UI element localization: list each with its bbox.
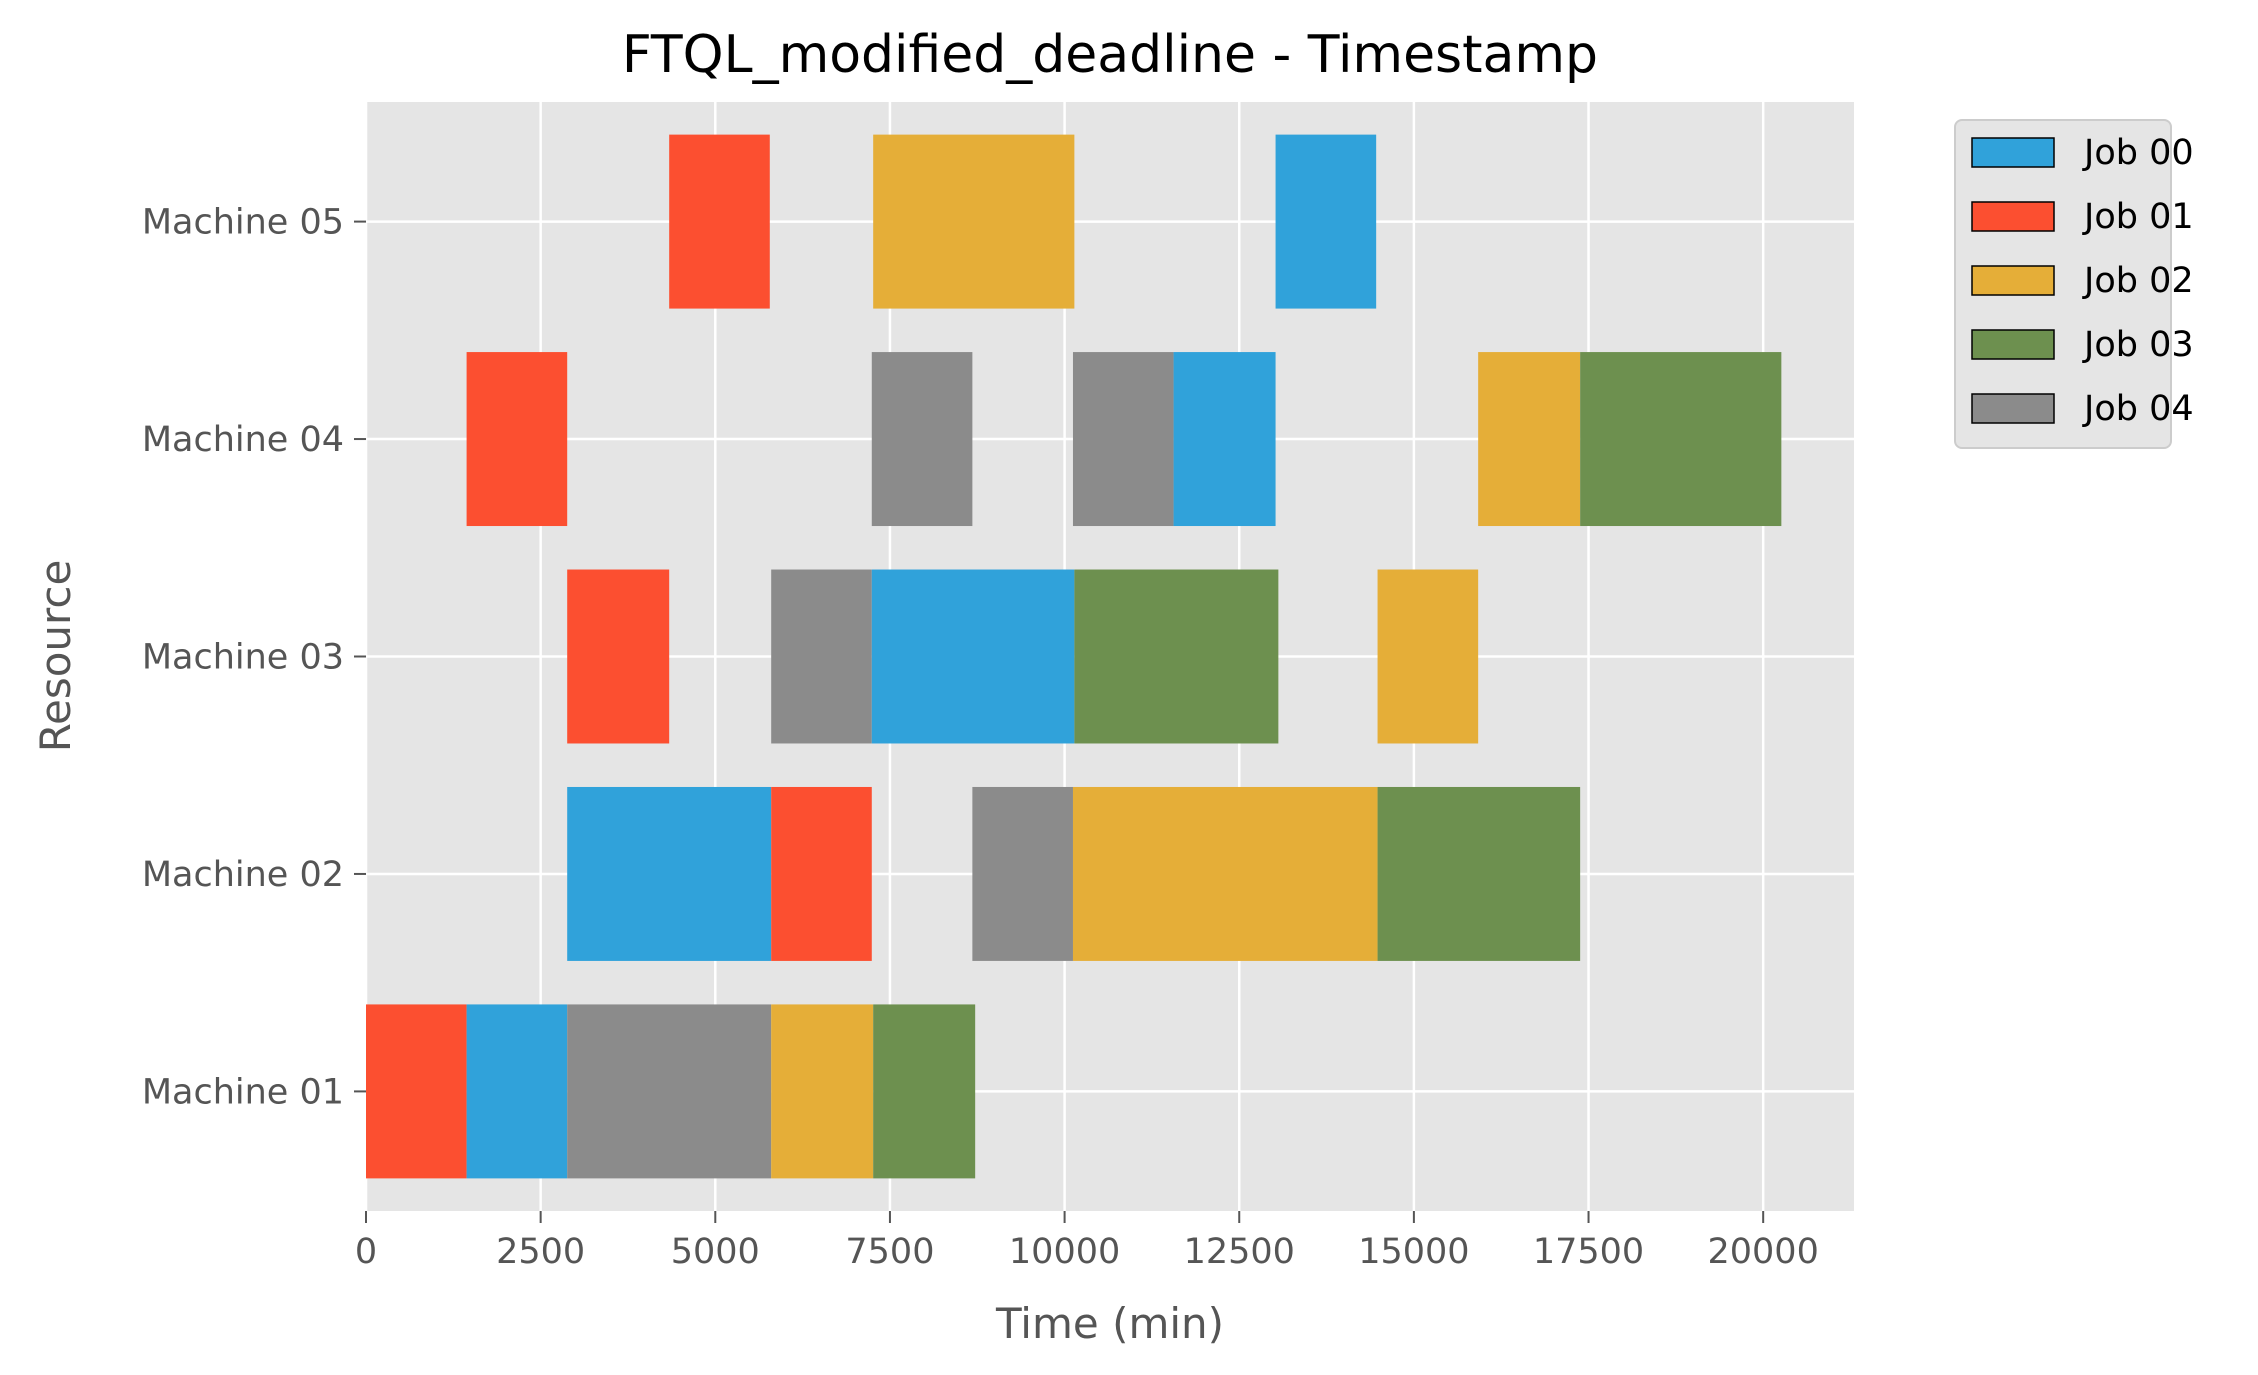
task-bar (1072, 786, 1378, 961)
task-bar (873, 134, 1075, 309)
y-tick-label: Machine 01 (142, 1072, 344, 1112)
task-bar (1377, 569, 1479, 744)
y-tick-label: Machine 02 (142, 855, 344, 895)
x-tick-label: 10000 (1009, 1232, 1120, 1272)
task-bar (567, 786, 772, 961)
y-axis-label: Resource (31, 560, 80, 753)
task-bar (567, 569, 670, 744)
legend-label: Job 02 (2082, 261, 2194, 301)
y-tick-label: Machine 03 (142, 638, 344, 678)
x-tick-label: 12500 (1184, 1232, 1295, 1272)
legend-swatch (1971, 329, 2055, 360)
x-tick-label: 2500 (496, 1232, 585, 1272)
task-bar (466, 1004, 568, 1179)
y-axis-ticks: Machine 01 Machine 02 Machine 03 Machine 04… (142, 203, 366, 1112)
legend-swatch (1971, 137, 2055, 168)
task-bar (1478, 352, 1581, 527)
legend-swatch (1971, 201, 2055, 232)
task-bar (771, 1004, 874, 1179)
task-bar (567, 1004, 772, 1179)
chart-title: FTQL_modified_deadline - Timestamp (622, 25, 1598, 85)
task-bar (1074, 569, 1279, 744)
task-bar (972, 786, 1073, 961)
task-bar (871, 352, 973, 527)
x-tick-label: 20000 (1708, 1232, 1819, 1272)
x-tick-label: 15000 (1358, 1232, 1469, 1272)
x-tick-label: 17500 (1533, 1232, 1644, 1272)
task-bar (1173, 352, 1276, 527)
legend-swatch (1971, 265, 2055, 296)
x-tick-label: 5000 (671, 1232, 760, 1272)
task-bar (771, 569, 872, 744)
x-tick-label: 0 (355, 1232, 377, 1272)
task-bar (1377, 786, 1581, 961)
task-bar (669, 134, 770, 309)
legend-label: Job 04 (2082, 389, 2194, 429)
task-bar (1580, 352, 1782, 527)
legend-swatch (1971, 393, 2055, 424)
task-bar (466, 352, 568, 527)
x-tick-label: 7500 (845, 1232, 934, 1272)
x-axis-label: Time (min) (995, 1299, 1224, 1348)
task-bar (1275, 134, 1377, 309)
task-bar (873, 1004, 976, 1179)
legend-label: Job 01 (2082, 197, 2194, 237)
task-bar (1072, 352, 1174, 527)
y-tick-label: Machine 04 (142, 420, 344, 460)
legend: Job 00 Job 01 Job 02 Job 03 Job 04 (1954, 119, 2194, 449)
legend-label: Job 03 (2082, 325, 2194, 365)
task-bar (771, 786, 872, 961)
x-axis-ticks: 0 2500 5000 7500 10000 12500 15000 17500 20000 (355, 1211, 1819, 1272)
task-bar (366, 1004, 467, 1179)
legend-label: Job 00 (2082, 133, 2194, 173)
y-tick-label: Machine 05 (142, 203, 344, 243)
task-bar (871, 569, 1075, 744)
task-bars (366, 134, 1782, 1179)
